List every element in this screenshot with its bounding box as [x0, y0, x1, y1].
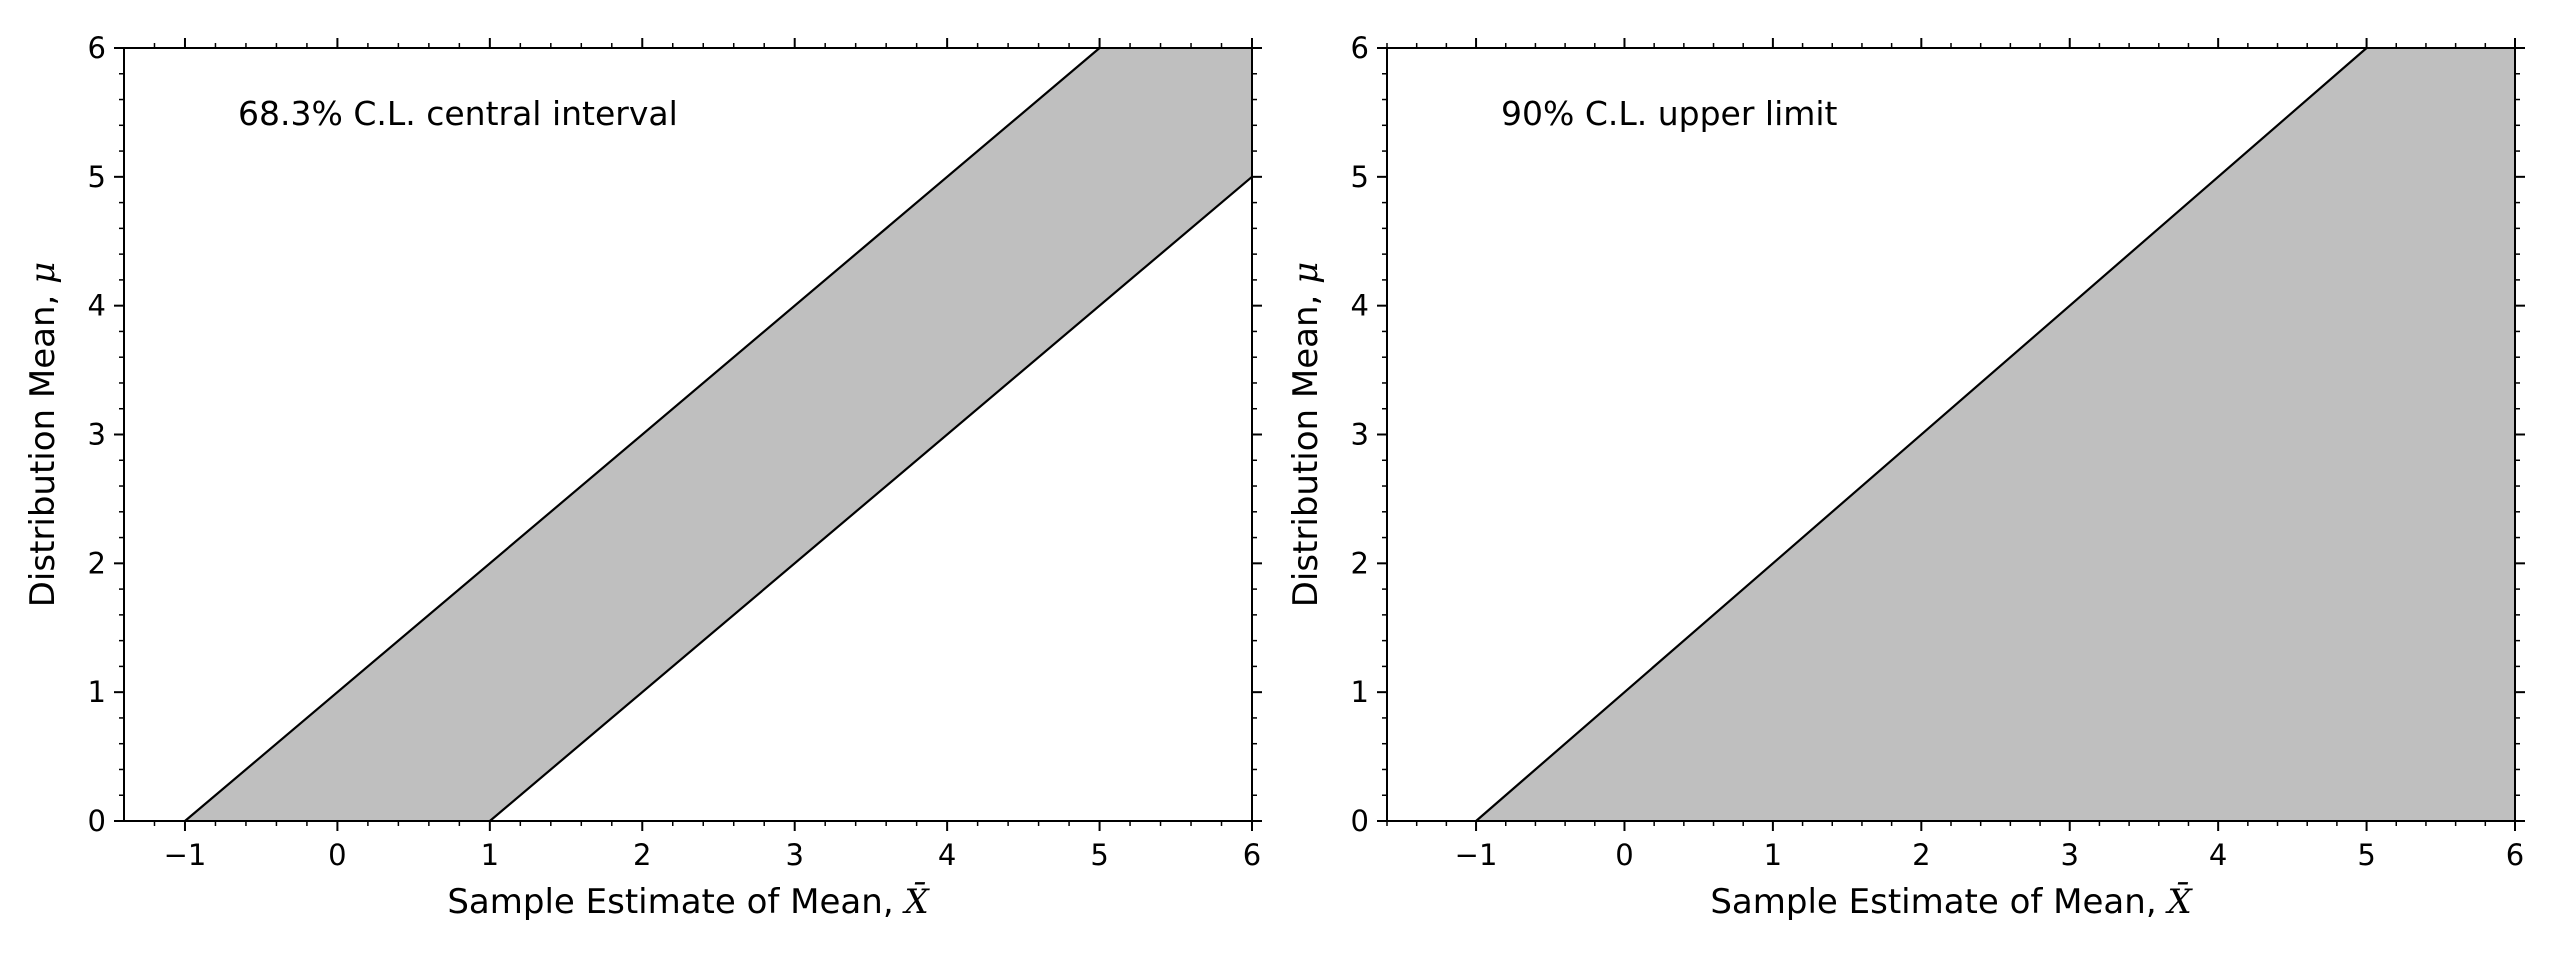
panel-1-xtick-label-7: 6 [1243, 838, 1261, 872]
panel-1-ytick-label-6: 6 [88, 31, 106, 65]
panel-2-xtick-label-3: 2 [1912, 838, 1930, 872]
panel-2-ytick-label-1: 1 [1351, 675, 1369, 709]
panel-2: −1 0 1 2 3 4 5 6 0 1 2 3 4 5 6 Sample Estimate of Mean,… [1286, 31, 2525, 922]
panel-2-xtick-label-1: 0 [1615, 838, 1633, 872]
panel-2-ytick-label-3: 3 [1351, 418, 1369, 452]
panel-2-ytick-label-2: 2 [1351, 546, 1369, 580]
panel-1-x-axis-label: Sample Estimate of Mean, X̄ [447, 881, 930, 922]
panel-1-ytick-label-2: 2 [88, 546, 106, 580]
panel-1-ytick-label-3: 3 [88, 418, 106, 452]
panel-1-boundary-line-2 [489, 175, 1253, 822]
panel-2-x-axis-label: Sample Estimate of Mean, X̄ [1710, 881, 2193, 922]
panel-1-xtick-label-2: 1 [481, 838, 499, 872]
panel-2-ytick-label-4: 4 [1351, 289, 1369, 323]
panel-2-confidence-band [1476, 48, 2515, 821]
panel-2-xtick-label-5: 4 [2209, 838, 2227, 872]
panel-1-ytick-label-4: 4 [88, 289, 106, 323]
panel-2-xtick-label-2: 1 [1764, 838, 1782, 872]
panel-2-annotation: 90% C.L. upper limit [1501, 94, 1838, 133]
panel-2-xtick-label-6: 5 [2357, 838, 2375, 872]
panel-1-xtick-label-4: 3 [785, 838, 803, 872]
panel-1-xtick-label-6: 5 [1090, 838, 1108, 872]
panel-1: −1 0 1 2 3 4 5 6 0 1 2 3 4 5 6 Sample Estimate of Mean,… [23, 31, 1262, 922]
panel-1-annotation: 68.3% C.L. central interval [238, 94, 678, 133]
panel-1-xtick-label-3: 2 [633, 838, 651, 872]
panel-1-ytick-label-0: 0 [88, 804, 106, 838]
panel-1-boundary-line-1 [184, 47, 1101, 822]
panel-2-boundary-line-1 [1475, 47, 2368, 822]
panel-1-xtick-label-1: 0 [328, 838, 346, 872]
panel-2-ytick-label-0: 0 [1351, 804, 1369, 838]
panel-1-xtick-label-0: −1 [164, 838, 207, 872]
panel-2-y-axis-label: Distribution Mean, μ [1286, 262, 1326, 608]
panel-2-ytick-label-5: 5 [1351, 160, 1369, 194]
panel-2-xtick-label-0: −1 [1455, 838, 1498, 872]
panel-2-xtick-label-4: 3 [2061, 838, 2079, 872]
panel-1-y-axis-label: Distribution Mean, μ [23, 262, 63, 608]
panel-1-ytick-label-1: 1 [88, 675, 106, 709]
panel-2-ytick-label-6: 6 [1351, 31, 1369, 65]
panel-1-ytick-label-5: 5 [88, 160, 106, 194]
panel-1-xtick-label-5: 4 [938, 838, 956, 872]
panel-1-confidence-band [185, 48, 1252, 821]
panel-2-xtick-label-7: 6 [2506, 838, 2524, 872]
